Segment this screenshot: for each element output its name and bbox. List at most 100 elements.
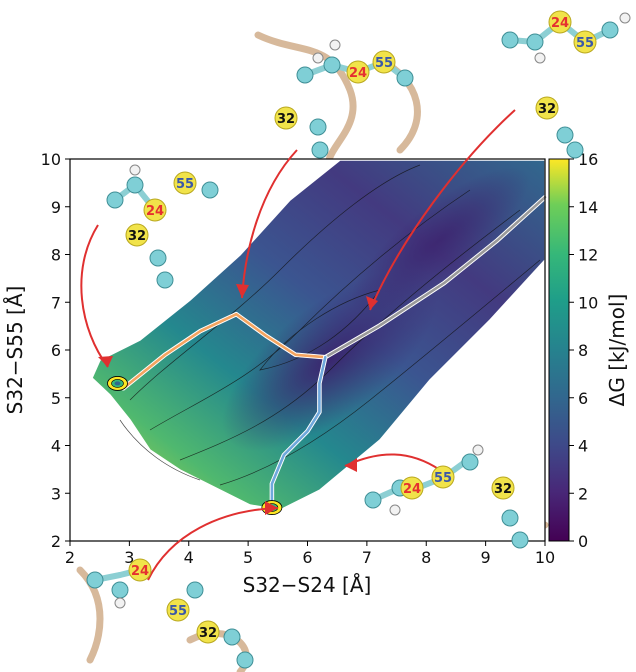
sulfur-atom	[346, 60, 370, 84]
sulfur-label: 32	[199, 626, 217, 641]
mep-path-0	[122, 312, 327, 390]
hydrogen-atom	[534, 52, 546, 64]
y-axis-ticks: 2 3 4 5 6 7 8 9 10	[41, 150, 70, 551]
x-axis-label: S32−S24 [Å]	[243, 573, 372, 597]
carbon-atom	[601, 21, 619, 39]
molecule-top-right: 24 55 32	[501, 10, 631, 159]
sulfur-atom	[166, 598, 190, 622]
basin-upper	[350, 166, 530, 314]
sulfur-label: 55	[169, 604, 187, 619]
sulfur-atom	[431, 465, 455, 489]
x-tick-label: 8	[421, 548, 431, 567]
carbon-atom	[461, 453, 479, 471]
arrow-valley	[369, 109, 516, 311]
colorbar-ticks: 0 2 4 6 8 10 12 14 16	[569, 150, 598, 551]
sulfur-atom	[491, 476, 515, 500]
y-tick-label: 6	[51, 341, 61, 360]
molecule-top: 24 55 32	[274, 39, 414, 159]
colorbar	[548, 158, 570, 542]
hydrogen-atom	[389, 504, 401, 516]
carbon-atom	[501, 31, 519, 49]
colorbar-tick-label: 8	[578, 341, 588, 360]
sulfur-label: 55	[576, 36, 594, 51]
x-tick-label: 7	[362, 548, 372, 567]
arrowheads	[98, 284, 378, 515]
carbon-atom	[566, 141, 584, 159]
carbon-atom	[296, 66, 314, 84]
sulfur-label: 55	[176, 177, 194, 192]
colorbar-tick-label: 4	[578, 437, 588, 456]
contour-1	[129, 164, 421, 401]
arrow-bottom-minimum	[147, 507, 279, 581]
molecule-left: 24 55 32	[106, 164, 219, 289]
y-tick-label: 9	[51, 198, 61, 217]
sulfur-atom	[274, 106, 298, 130]
colorbar-tick-label: 16	[578, 150, 598, 169]
sulfur-label: 32	[538, 102, 556, 117]
carbon-atom	[86, 571, 104, 589]
colorbar-tick-label: 0	[578, 532, 588, 551]
carbon-atom	[396, 69, 414, 87]
arrowhead-5	[265, 501, 278, 515]
sulfur-atom	[372, 50, 396, 74]
sulfur-label: 24	[349, 66, 367, 81]
x-tick-label: 10	[535, 548, 555, 567]
sulfur-label: 24	[551, 16, 569, 31]
sulfur-label: 24	[146, 204, 164, 219]
basin-main	[222, 268, 438, 452]
molecule-right: 24 55 32	[364, 444, 529, 549]
sulfur-atom	[125, 223, 149, 247]
minimum-core	[114, 381, 121, 386]
y-tick-label: 2	[51, 532, 61, 551]
sulfur-atom	[548, 10, 572, 34]
y-tick-label: 10	[41, 150, 61, 169]
sulfur-label: 55	[375, 56, 393, 71]
mep-paths	[115, 194, 548, 510]
hydrogen-atom	[329, 39, 341, 51]
y-tick-label: 8	[51, 246, 61, 265]
arrowhead-3	[366, 296, 378, 310]
y-axis-label: S32−S55 [Å]	[3, 286, 27, 415]
colorbar-tick-label: 2	[578, 484, 588, 503]
sulfur-atom	[143, 198, 167, 222]
contour-4	[219, 259, 541, 486]
y-tick-label: 4	[51, 437, 61, 456]
annotation-arrows	[80, 109, 516, 581]
molecule-bottom: 24 55 32	[86, 558, 254, 669]
x-tick-label: 3	[124, 548, 134, 567]
carbon-atom	[156, 271, 174, 289]
hydrogen-atom	[472, 444, 484, 456]
carbon-atom	[309, 118, 327, 136]
carbon-atom	[556, 126, 574, 144]
carbon-atom	[126, 176, 144, 194]
colorbar-tick-label: 12	[578, 246, 598, 265]
sulfur-atom	[128, 558, 152, 582]
ribbon-top	[254, 31, 357, 174]
colorbar-tick-label: 6	[578, 389, 588, 408]
hydrogen-atom	[619, 12, 631, 24]
mep-path-1	[324, 195, 547, 359]
carbon-atom	[201, 181, 219, 199]
carbon-atom	[501, 509, 519, 527]
hydrogen-atom	[114, 597, 126, 609]
sulfur-atom	[173, 171, 197, 195]
contour-3	[179, 209, 521, 461]
carbon-atom	[511, 531, 529, 549]
y-tick-label: 5	[51, 389, 61, 408]
sulfur-atom	[535, 96, 559, 120]
arrowhead-4	[345, 458, 357, 472]
x-tick-label: 5	[243, 548, 253, 567]
colorbar-label: ΔG [kJ/mol]	[605, 294, 629, 407]
sulfur-label: 32	[494, 482, 512, 497]
colorbar-tick-label: 10	[578, 293, 598, 312]
x-axis-ticks: 2 3 4 5 6 7 8 9 10	[65, 541, 555, 567]
carbon-atom	[223, 628, 241, 646]
carbon-atom	[526, 33, 544, 51]
energy-surface	[91, 159, 545, 511]
x-tick-label: 9	[481, 548, 491, 567]
y-tick-label: 3	[51, 484, 61, 503]
carbon-atom	[311, 141, 329, 159]
y-tick-label: 7	[51, 293, 61, 312]
arrow-upper-saddle	[241, 149, 298, 299]
